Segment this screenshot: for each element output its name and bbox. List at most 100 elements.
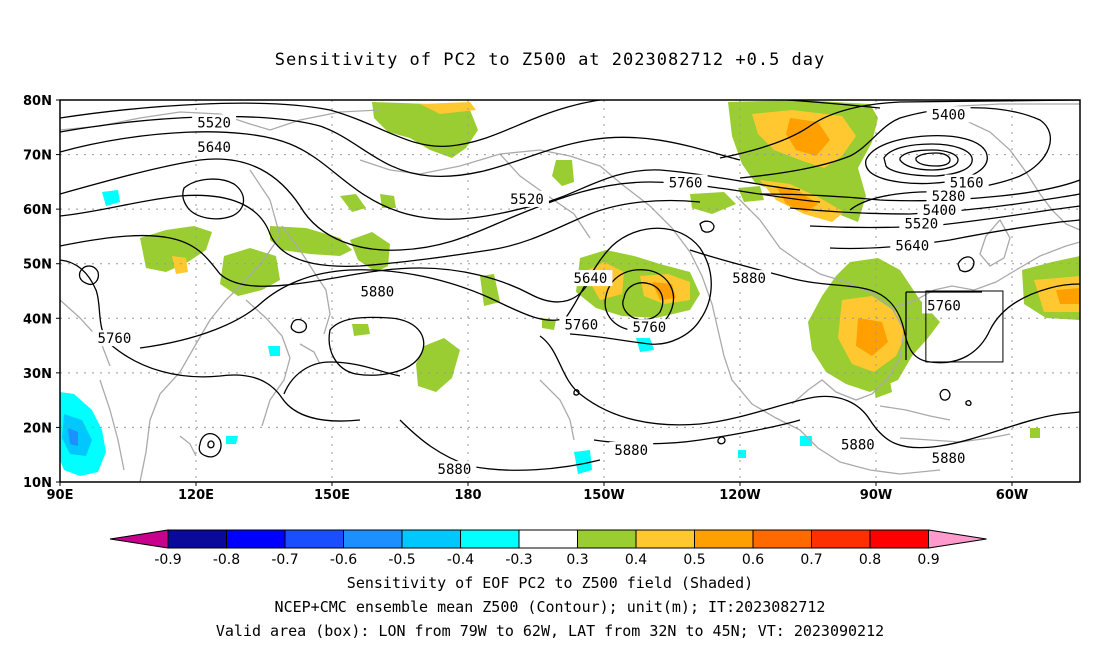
coastline — [891, 241, 1080, 309]
coastline — [735, 195, 893, 309]
contour-line — [699, 220, 715, 233]
contour-line — [829, 219, 1080, 250]
lat-label: 20N — [23, 421, 52, 436]
colorbar-label: 0.7 — [800, 552, 822, 568]
contour-line — [739, 107, 1051, 211]
contour-line — [60, 259, 361, 422]
colorbar-label: 0.4 — [625, 552, 647, 568]
lon-label: 180 — [454, 488, 481, 503]
contour-label: 5880 — [841, 438, 875, 454]
contour-line — [965, 399, 972, 407]
contour-label-bg — [627, 319, 672, 336]
colorbar-label: -0.8 — [213, 552, 240, 568]
contour-line — [283, 361, 401, 395]
shade-patch — [340, 194, 366, 212]
contour-label: 5880 — [932, 451, 966, 467]
contour-label: 5880 — [438, 462, 472, 478]
shade-patch — [636, 338, 654, 352]
shade-patch — [1056, 288, 1080, 304]
lat-label: 60N — [23, 203, 52, 218]
colorbar-swatch — [460, 529, 520, 549]
contour-line — [915, 152, 951, 167]
contour-line — [957, 256, 975, 273]
contour-line — [899, 149, 959, 171]
lat-label: 80N — [23, 94, 52, 109]
lat-label: 10N — [23, 476, 52, 491]
contour-line — [60, 131, 801, 220]
colorbar-swatch — [226, 529, 286, 549]
contour-label: 5520 — [197, 116, 231, 132]
caption-line-2: NCEP+CMC ensemble mean Z500 (Contour); u… — [274, 598, 826, 616]
coastline — [245, 299, 291, 427]
contour-label-bg — [926, 188, 971, 205]
contour-label-bg — [92, 330, 137, 347]
coastlines — [60, 103, 1080, 482]
contour-line — [573, 389, 580, 396]
coastline — [99, 379, 125, 471]
colorbar-swatch — [167, 529, 227, 549]
contour-label: 5880 — [614, 443, 648, 459]
contour-line — [539, 335, 1080, 449]
contour-line — [864, 134, 988, 185]
shade-patch — [574, 450, 592, 474]
contour-label-bg — [926, 450, 971, 467]
contour-label: 5880 — [732, 271, 766, 287]
contour-label: 5400 — [932, 107, 966, 123]
contour-label: 5520 — [904, 217, 938, 233]
longitude-labels: 90E 120E 150E 180 150W 120W 90W 60W — [47, 482, 1028, 503]
map-frame — [59, 99, 1081, 483]
colorbar-label: -0.9 — [154, 552, 181, 568]
shade-patch — [102, 190, 120, 206]
shade-patch — [480, 274, 500, 306]
colorbar-label: 0.6 — [742, 552, 764, 568]
shade-patch — [542, 318, 556, 330]
coastline — [299, 343, 321, 365]
colorbar-label: -0.4 — [447, 552, 474, 568]
colorbar-low-arrow — [109, 529, 169, 549]
contour-line — [869, 283, 1080, 364]
lon-label: 120E — [178, 488, 214, 503]
lat-label: 30N — [23, 367, 52, 382]
caption-line-3: Valid area (box): LON from 79W to 62W, L… — [215, 622, 885, 640]
contour-line — [622, 282, 664, 321]
contour-line — [939, 388, 951, 401]
shade-patch — [350, 232, 390, 272]
shade-patch — [380, 194, 396, 208]
colorbar-swatch — [401, 529, 461, 549]
contour-label-bg — [559, 316, 604, 333]
shade-patch — [172, 256, 188, 274]
shade-patch — [738, 186, 764, 202]
contour-line — [689, 249, 871, 291]
contour-line — [60, 234, 591, 303]
contour-label: 5640 — [197, 140, 231, 156]
valid-box-rect — [925, 290, 1004, 363]
shade-patch — [140, 226, 212, 272]
shade-patch — [270, 226, 352, 256]
valid-area-box — [925, 290, 1004, 363]
colorbar-swatch — [284, 529, 344, 549]
contour-label: 5400 — [923, 203, 957, 219]
map-title: Sensitivity of PC2 to Z500 at 2023082712… — [274, 50, 826, 70]
lat-label: 40N — [23, 312, 52, 327]
colorbar-label: -0.5 — [388, 552, 415, 568]
shade-patch — [220, 248, 280, 296]
colorbar-swatch — [577, 529, 637, 549]
contour-line — [719, 100, 1080, 159]
colorbar-swatch — [343, 529, 403, 549]
contour-line — [207, 440, 215, 449]
coastline — [139, 169, 281, 482]
contour-label-bg — [192, 114, 237, 131]
contour-line — [78, 265, 100, 286]
contour-label: 5760 — [98, 331, 132, 347]
contour-label-bg — [568, 270, 613, 287]
contour-label: 5880 — [360, 285, 394, 301]
contour-label: 5760 — [564, 317, 598, 333]
shade-patch — [420, 102, 476, 114]
contour-label: 5280 — [932, 189, 966, 205]
contour-line — [328, 316, 425, 376]
contour-line — [883, 143, 973, 177]
coastline — [879, 405, 951, 421]
contour-label: 5520 — [510, 192, 544, 208]
contour-label-bg — [922, 297, 966, 314]
